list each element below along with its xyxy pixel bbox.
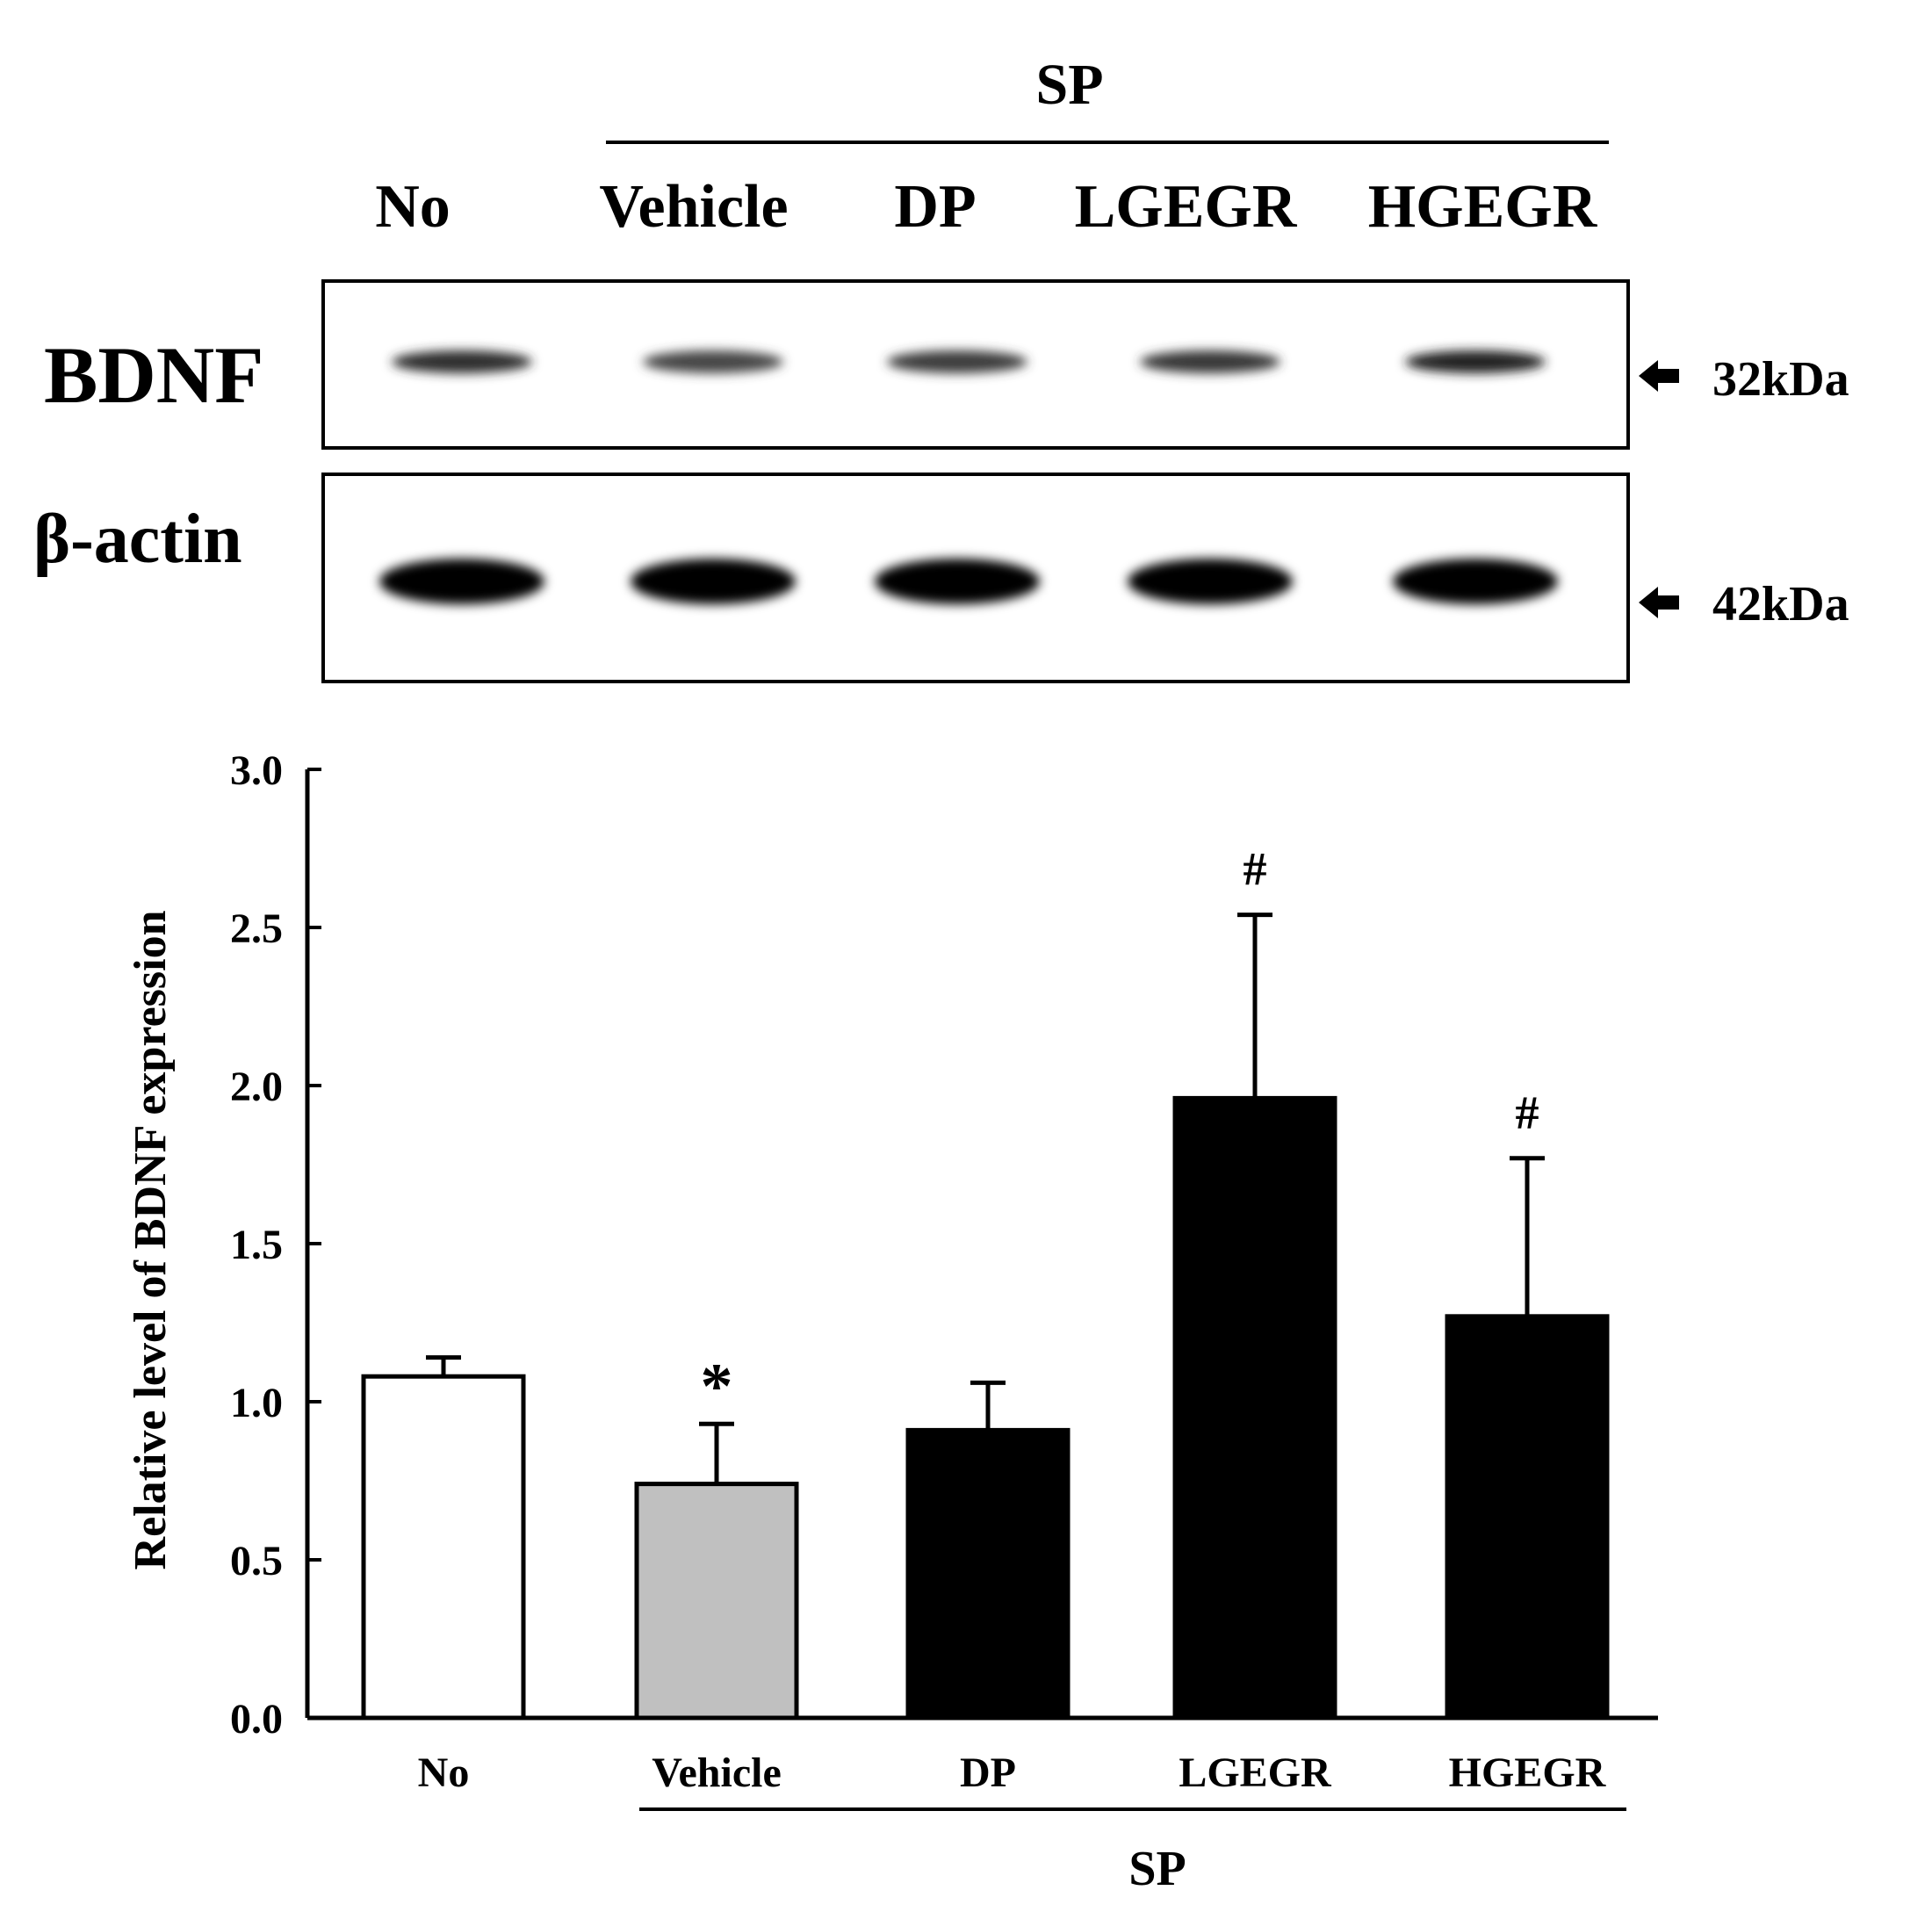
significance-label: # xyxy=(1516,1086,1539,1139)
x-tick-label: DP xyxy=(960,1750,1016,1796)
blot-band-actin xyxy=(631,559,796,604)
x-tick-label: No xyxy=(418,1750,470,1796)
marker-arrow-icon xyxy=(1639,360,1679,392)
y-tick-label: 3.0 xyxy=(230,747,283,794)
blot-lane-label: Vehicle xyxy=(599,173,788,241)
significance-label: # xyxy=(1244,843,1267,896)
y-tick-label: 2.5 xyxy=(230,905,283,952)
significance-label: * xyxy=(701,1351,733,1423)
marker-arrow-icon xyxy=(1639,587,1679,618)
blot-band-bdnf xyxy=(887,350,1027,373)
blot-marker-actin: 42kDa xyxy=(1712,577,1849,631)
blot-row-label-bdnf: BDNF xyxy=(44,330,263,420)
y-tick-label: 1.0 xyxy=(230,1380,283,1426)
x-tick-label: LGEGR xyxy=(1179,1750,1332,1796)
bar xyxy=(361,1374,526,1721)
y-axis-title: Relative level of BDNF expression xyxy=(126,910,176,1569)
y-tick-label: 1.5 xyxy=(230,1222,283,1268)
blot-lane-label: LGEGR xyxy=(1075,173,1298,241)
blot-band-bdnf xyxy=(392,350,532,373)
x-tick-label: HGEGR xyxy=(1449,1750,1607,1796)
bar xyxy=(634,1482,799,1721)
blot-lane-label: No xyxy=(375,173,451,241)
chart-sp-label: SP xyxy=(1128,1842,1186,1896)
y-tick-label: 0.0 xyxy=(230,1696,283,1742)
blot-row-label-actin: β-actin xyxy=(33,501,242,578)
blot-band-bdnf xyxy=(1405,350,1546,373)
blot-lane-label: HGEGR xyxy=(1368,173,1598,241)
bar xyxy=(1172,1095,1337,1721)
blot-band-bdnf xyxy=(643,350,783,373)
bar xyxy=(1445,1314,1610,1721)
blot-marker-bdnf: 32kDa xyxy=(1712,352,1849,407)
blot-band-actin xyxy=(379,559,544,604)
blot-lane-label: DP xyxy=(894,173,976,241)
blot-band-actin xyxy=(875,559,1040,604)
bar xyxy=(905,1427,1071,1721)
blot-band-actin xyxy=(1128,559,1293,604)
y-tick-label: 0.5 xyxy=(230,1538,283,1584)
blot-band-actin xyxy=(1393,559,1558,604)
y-tick-label: 2.0 xyxy=(230,1064,283,1110)
x-tick-label: Vehicle xyxy=(652,1750,782,1796)
blot-band-bdnf xyxy=(1140,350,1280,373)
blot-sp-label: SP xyxy=(1035,53,1103,117)
